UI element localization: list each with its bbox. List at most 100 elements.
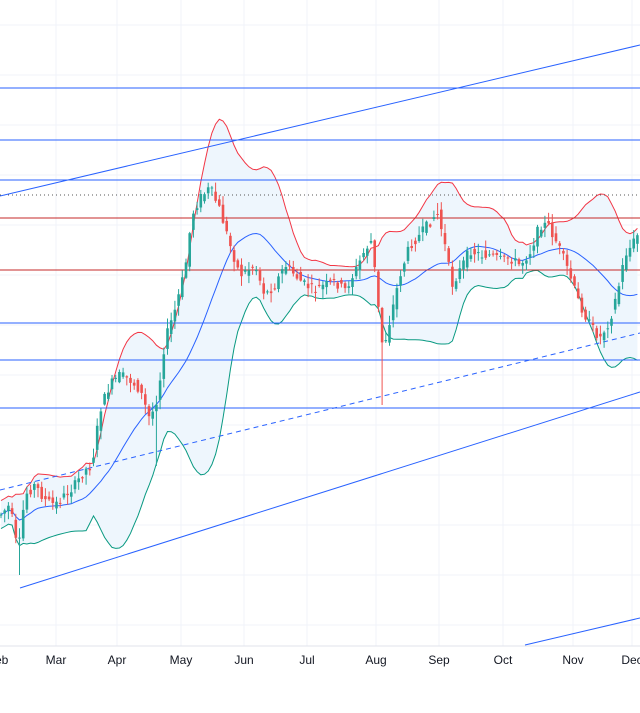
x-tick-label: Sep	[428, 653, 450, 667]
candle-body-up	[110, 378, 114, 390]
bb-fill	[1, 119, 638, 549]
candle-body-down	[547, 221, 550, 224]
candle-body-down	[29, 489, 32, 495]
candle-body-up	[395, 288, 399, 310]
candle-body-down	[225, 220, 228, 232]
candle-body-up	[77, 478, 80, 483]
candle-body-up	[417, 234, 421, 241]
candle-body-down	[221, 204, 225, 223]
candle-body-down	[584, 309, 587, 320]
candle-body-down	[47, 496, 51, 500]
candle-body-up	[195, 208, 199, 210]
candle-body-up	[480, 257, 484, 259]
candle-body-down	[517, 259, 521, 265]
candle-body-up	[92, 457, 95, 463]
candle-body-up	[25, 493, 29, 510]
candle-body-up	[199, 194, 203, 208]
candle-body-down	[591, 322, 595, 325]
candle-body-up	[0, 514, 3, 516]
candle-body-down	[510, 261, 513, 264]
candle-body-up	[277, 276, 280, 289]
candle-body-down	[140, 384, 143, 393]
candle-body-up	[358, 260, 362, 271]
candle-body-up	[425, 221, 428, 233]
candle-body-up	[192, 213, 195, 230]
candle-body-down	[451, 266, 454, 287]
channel-lower-line	[19, 391, 640, 589]
candle-body-down	[81, 477, 84, 479]
candle-body-up	[539, 229, 543, 237]
candle-body-up	[610, 318, 613, 326]
candle-body-down	[125, 376, 129, 378]
candle-body-down	[136, 380, 140, 392]
candle-body-up	[158, 380, 162, 400]
candle-body-down	[562, 250, 565, 254]
candle-body-up	[266, 291, 269, 293]
x-tick-label: Nov	[562, 653, 583, 667]
candle-body-down	[214, 191, 217, 201]
candle-body-up	[458, 268, 462, 279]
candle-body-up	[184, 262, 188, 278]
candle-body-down	[144, 394, 147, 405]
candle-body-up	[525, 260, 528, 264]
candle-body-down	[306, 283, 310, 289]
candle-body-up	[391, 304, 395, 321]
candle-body-down	[551, 222, 554, 238]
x-tick-label: Feb	[0, 653, 9, 667]
candle-body-down	[292, 267, 295, 274]
candle-body-up	[432, 217, 436, 219]
candle-body-down	[506, 257, 510, 259]
candle-body-up	[636, 235, 639, 244]
candle-body-up	[351, 278, 354, 287]
candle-body-up	[462, 260, 465, 270]
candle-body-up	[321, 284, 325, 290]
candle-body-down	[565, 254, 569, 266]
candle-body-up	[632, 238, 635, 249]
candle-body-up	[247, 270, 251, 276]
candle-body-down	[443, 233, 447, 245]
candle-body-down	[558, 243, 561, 246]
candle-body-up	[617, 286, 621, 305]
candle-body-up	[166, 328, 169, 349]
trendlines	[0, 44, 640, 646]
candle-body-up	[33, 484, 36, 490]
candle-body-down	[66, 493, 69, 496]
candle-body-down	[410, 246, 413, 248]
candle-body-up	[188, 233, 191, 267]
candle-body-up	[255, 270, 258, 272]
bollinger-bands	[0, 118, 638, 549]
candle-body-up	[399, 276, 402, 286]
candle-body-up	[521, 263, 524, 266]
candle-body-down	[569, 268, 573, 279]
candle-body-down	[340, 280, 343, 284]
candle-body-down	[484, 250, 487, 258]
candle-body-up	[514, 258, 517, 261]
candle-body-down	[236, 260, 240, 268]
candle-body-up	[532, 245, 536, 251]
x-tick-label: Oct	[494, 653, 513, 667]
candle-body-up	[528, 254, 532, 258]
lower-right-segment	[524, 617, 640, 646]
candle-body-up	[421, 226, 425, 233]
candle-body-down	[380, 308, 384, 343]
candle-body-down	[299, 272, 302, 281]
x-tick-label: Jul	[299, 653, 314, 667]
candle-body-up	[84, 468, 88, 475]
candle-body-up	[369, 241, 373, 243]
candle-body-down	[495, 253, 499, 255]
candle-body-down	[502, 255, 506, 257]
x-tick-label: Dec	[621, 653, 640, 667]
candle-body-down	[428, 224, 432, 227]
candle-body-down	[436, 214, 439, 215]
candle-body-up	[73, 480, 77, 490]
candle-body-up	[347, 286, 351, 288]
x-tick-label: Aug	[365, 653, 386, 667]
candle-body-up	[403, 263, 406, 272]
candle-body-up	[103, 393, 106, 405]
candle-body-up	[362, 253, 365, 258]
candle-body-down	[269, 291, 273, 294]
candle-body-down	[229, 235, 232, 247]
candle-body-up	[151, 411, 154, 419]
